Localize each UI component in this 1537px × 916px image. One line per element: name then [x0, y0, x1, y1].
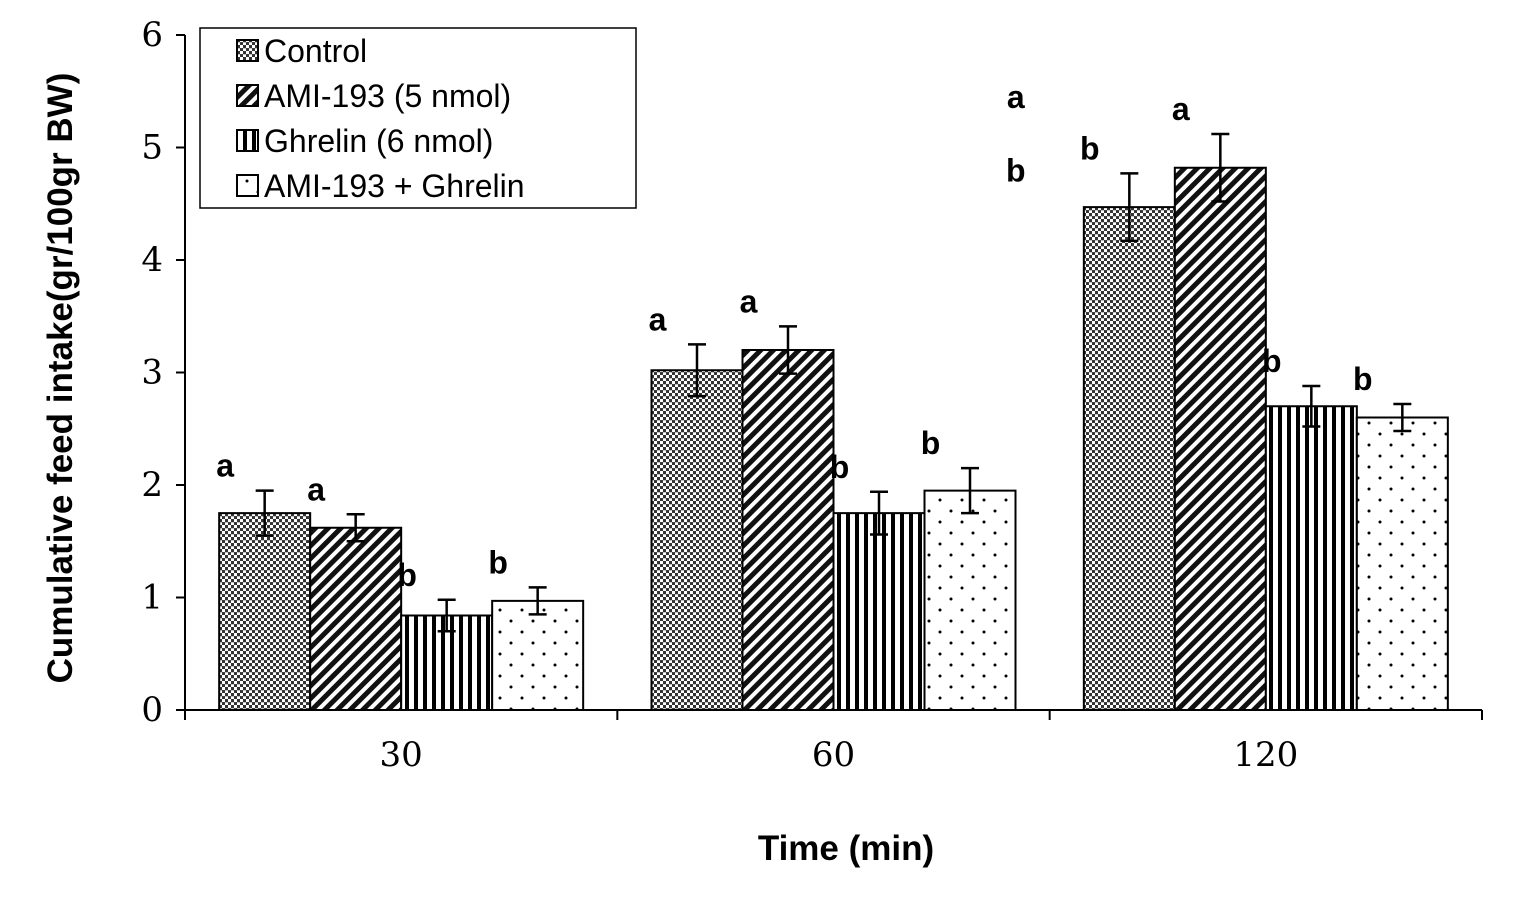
legend-label: AMI-193 (5 nmol) [264, 78, 511, 114]
y-tick-label: 3 [141, 353, 163, 393]
y-tick-label: 0 [141, 690, 163, 730]
significance-label: b [1353, 361, 1373, 397]
bars [218, 166, 1449, 711]
significance-label: a [216, 448, 234, 484]
bar-diagonal-30 [309, 526, 403, 711]
x-axis-title: Time (min) [758, 829, 934, 868]
bar-checker-120 [1082, 206, 1176, 711]
bar-dots-60 [923, 489, 1017, 711]
error-bar [1302, 384, 1321, 428]
bar-vertical-120 [1264, 405, 1358, 711]
y-tick-label: 4 [141, 240, 163, 280]
significance-label: a [740, 283, 758, 319]
legend-label: Ghrelin (6 nmol) [264, 123, 493, 159]
x-tick-label: 30 [380, 735, 423, 775]
bar-dots-30 [491, 599, 585, 711]
significance-label: b [1080, 130, 1100, 166]
legend-swatch-checker [236, 39, 259, 62]
y-tick-label: 6 [141, 15, 163, 55]
bar-checker-30 [218, 512, 312, 711]
error-bar [870, 490, 888, 536]
y-tick-label: 5 [141, 128, 163, 168]
error-bar [255, 489, 274, 537]
significance-label: b [1262, 343, 1282, 379]
y-tick-label: 1 [141, 578, 163, 618]
significance-label: b [488, 544, 508, 580]
legend-swatch-dots [236, 174, 259, 197]
error-bar [528, 586, 547, 616]
bar-checker-60 [650, 369, 744, 711]
error-bar [961, 466, 979, 515]
error-bar [1211, 132, 1230, 203]
significance-label-extra: a [1007, 79, 1025, 115]
legend-label: Control [264, 33, 367, 69]
significance-label-extra: b [1006, 152, 1026, 188]
error-bar [437, 598, 456, 633]
significance-label: b [921, 425, 941, 461]
bar-diagonal-60 [741, 349, 835, 711]
bar-vertical-60 [832, 512, 926, 711]
y-tick-label: 2 [141, 465, 163, 505]
error-bar [688, 343, 706, 398]
error-bar [1120, 172, 1139, 243]
significance-label: a [307, 471, 325, 507]
x-ticks: 30 60 120 [184, 710, 1483, 775]
significance-label: b [397, 557, 417, 593]
bar-diagonal-120 [1173, 166, 1267, 711]
significance-label: a [649, 301, 667, 337]
legend-box [199, 27, 637, 209]
error-bar [346, 513, 365, 543]
x-tick-label: 60 [812, 735, 855, 775]
legend-label: AMI-193 + Ghrelin [264, 168, 525, 204]
legend: Control AMI-193 (5 nmol) Ghrelin (6 nmol) A… [199, 27, 637, 209]
x-tick-label: 120 [1233, 735, 1298, 775]
legend-swatch-vertical [236, 129, 259, 152]
significance-label: b [830, 449, 850, 485]
y-axis-title: Cumulative feed intake(gr/100gr BW) [41, 73, 80, 684]
significance-labels: a a b a a a b b b b b b a b [216, 79, 1372, 593]
significance-label: a [1172, 91, 1190, 127]
error-bar [779, 325, 797, 375]
error-bars [255, 132, 1412, 633]
bar-dots-120 [1355, 416, 1449, 711]
y-ticks: 0 1 2 3 4 5 6 [141, 15, 185, 730]
legend-swatch-diagonal [236, 84, 259, 107]
error-bar [1393, 402, 1412, 433]
